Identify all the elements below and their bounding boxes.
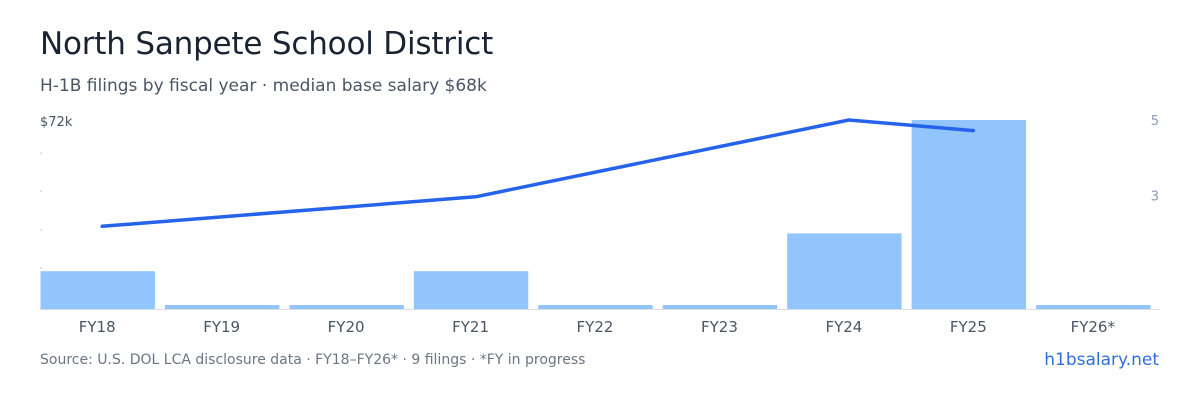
x-tick-label: FY24 [825, 318, 862, 336]
page-title: North Sanpete School District [40, 26, 494, 62]
bar-fy19 [164, 305, 280, 309]
x-tick-label: FY22 [577, 318, 614, 336]
source-note: Source: U.S. DOL LCA disclosure data · F… [40, 352, 586, 368]
bar-fy22 [538, 305, 653, 309]
right-axis-tick-label: 5 [1151, 114, 1159, 129]
x-tick-label: FY20 [328, 318, 365, 336]
brand-link[interactable]: h1bsalary.net [1044, 350, 1159, 370]
left-axis-tick-dot [40, 229, 42, 231]
x-tick-label: FY23 [701, 318, 738, 336]
x-tick-label: FY19 [203, 318, 240, 336]
left-axis-tick-dot [40, 267, 42, 269]
bar-fy20 [289, 305, 404, 309]
bar-fy23 [662, 305, 778, 309]
right-axis-ticks: 53 [1151, 114, 1159, 205]
left-axis-tick-dot [40, 152, 42, 154]
right-axis-tick-label: 3 [1151, 190, 1159, 205]
left-axis-dots [40, 152, 42, 269]
left-axis-top-label: $72k [40, 115, 73, 130]
x-tick-label: FY26* [1071, 318, 1116, 336]
bar-group [40, 120, 1151, 309]
chart-subtitle: H-1B filings by fiscal year · median bas… [40, 76, 487, 96]
bar-fy21 [413, 271, 529, 309]
x-axis-ticks: FY18 FY19 FY20 FY21 FY22 FY23 FY24 FY25 FY26* [79, 318, 1116, 336]
x-tick-label: FY25 [950, 318, 987, 336]
left-axis-tick-dot [40, 190, 42, 192]
x-tick-label: FY21 [452, 318, 489, 336]
bar-fy26-partial [1036, 305, 1151, 309]
bar-fy25 [911, 120, 1027, 309]
bar-fy24 [787, 233, 902, 309]
x-tick-label: FY18 [79, 318, 116, 336]
bar-fy18 [40, 271, 155, 309]
salary-line [100, 118, 976, 229]
